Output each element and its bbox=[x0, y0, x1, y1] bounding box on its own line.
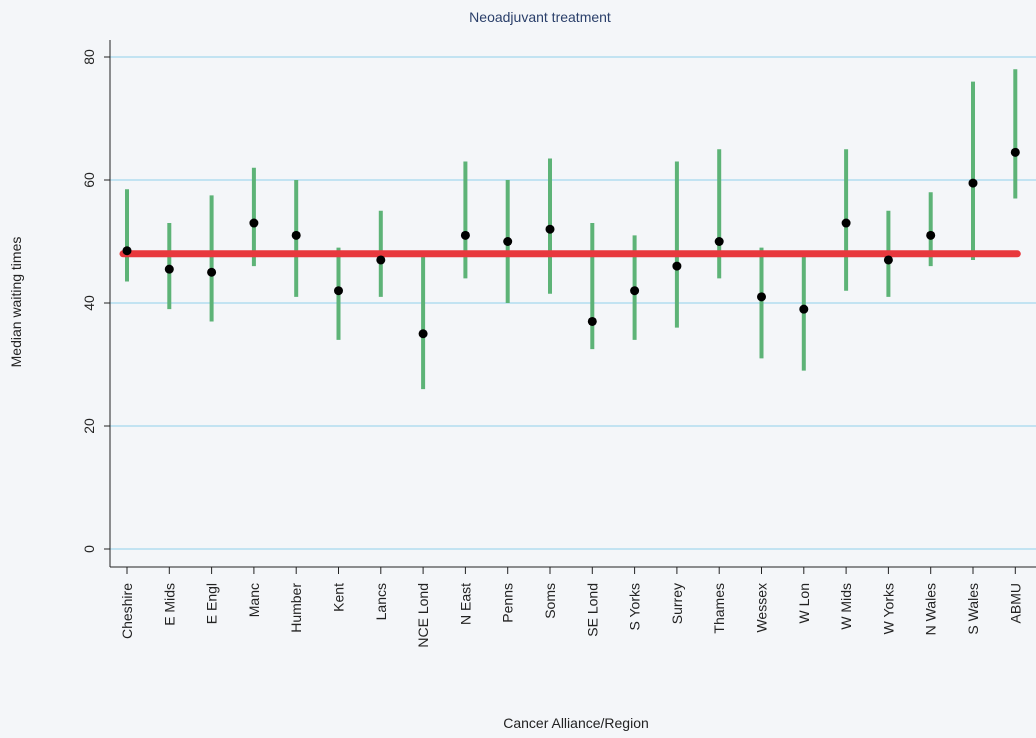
x-tick-label: Lancs bbox=[373, 583, 389, 620]
median-point bbox=[630, 286, 640, 296]
median-point bbox=[249, 218, 259, 228]
y-tick-label: 80 bbox=[81, 49, 97, 65]
x-tick-label: Penns bbox=[500, 583, 516, 623]
x-tick-label: Wessex bbox=[754, 583, 770, 633]
x-tick-label: Humber bbox=[288, 583, 304, 633]
y-tick-label: 40 bbox=[81, 295, 97, 311]
median-point bbox=[714, 237, 724, 246]
y-tick-label: 20 bbox=[81, 418, 97, 434]
median-point bbox=[757, 292, 766, 302]
x-axis-label: Cancer Alliance/Region bbox=[503, 715, 649, 731]
median-point bbox=[799, 304, 809, 314]
x-tick-label: E Engl bbox=[204, 583, 220, 624]
data-marks bbox=[119, 69, 1021, 390]
x-tick-label: N East bbox=[457, 583, 473, 625]
x-tick-label: Manc bbox=[246, 583, 262, 617]
x-tick-label: Surrey bbox=[669, 583, 685, 624]
x-tick-label: W Lon bbox=[796, 583, 812, 623]
median-point bbox=[122, 246, 132, 256]
x-tick-label: W Mids bbox=[838, 583, 854, 630]
x-tick-label: W Yorks bbox=[880, 583, 896, 634]
y-tick-label: 60 bbox=[81, 172, 97, 188]
median-point bbox=[587, 316, 597, 326]
x-tick-label: NCE Lond bbox=[415, 583, 431, 648]
x-tick-label: E Mids bbox=[161, 583, 177, 626]
x-tick-label: N Wales bbox=[923, 583, 939, 635]
median-point bbox=[545, 224, 555, 234]
x-tick-label: Thames bbox=[711, 583, 727, 634]
x-tick-label: S Yorks bbox=[627, 583, 643, 630]
x-tick-label: S Wales bbox=[965, 583, 981, 635]
y-axis-label: Median waiting times bbox=[8, 237, 24, 368]
median-point bbox=[1010, 147, 1020, 157]
median-point bbox=[418, 329, 428, 339]
median-point bbox=[334, 286, 343, 296]
median-point bbox=[926, 230, 936, 240]
x-tick-label: Soms bbox=[542, 583, 558, 619]
x-tick-label: ABMU bbox=[1007, 583, 1023, 623]
median-point bbox=[672, 261, 682, 271]
axes: 0 20 40 60 80 Cheshire E Mids E Engl Manc Humber K… bbox=[81, 40, 1036, 648]
x-tick-label: Kent bbox=[331, 583, 347, 612]
median-point bbox=[460, 230, 470, 240]
median-point bbox=[164, 264, 174, 274]
median-point bbox=[207, 267, 217, 277]
x-tick-label: Cheshire bbox=[119, 583, 135, 639]
median-point bbox=[503, 237, 513, 246]
median-point bbox=[376, 255, 386, 265]
chart-title: Neoadjuvant treatment bbox=[469, 9, 611, 25]
median-point bbox=[841, 218, 851, 228]
median-point bbox=[968, 178, 978, 188]
grid-lines bbox=[110, 56, 1036, 550]
median-point bbox=[883, 255, 893, 265]
median-point bbox=[291, 230, 301, 240]
x-tick-label: SE Lond bbox=[584, 583, 600, 637]
y-tick-label: 0 bbox=[81, 545, 97, 553]
